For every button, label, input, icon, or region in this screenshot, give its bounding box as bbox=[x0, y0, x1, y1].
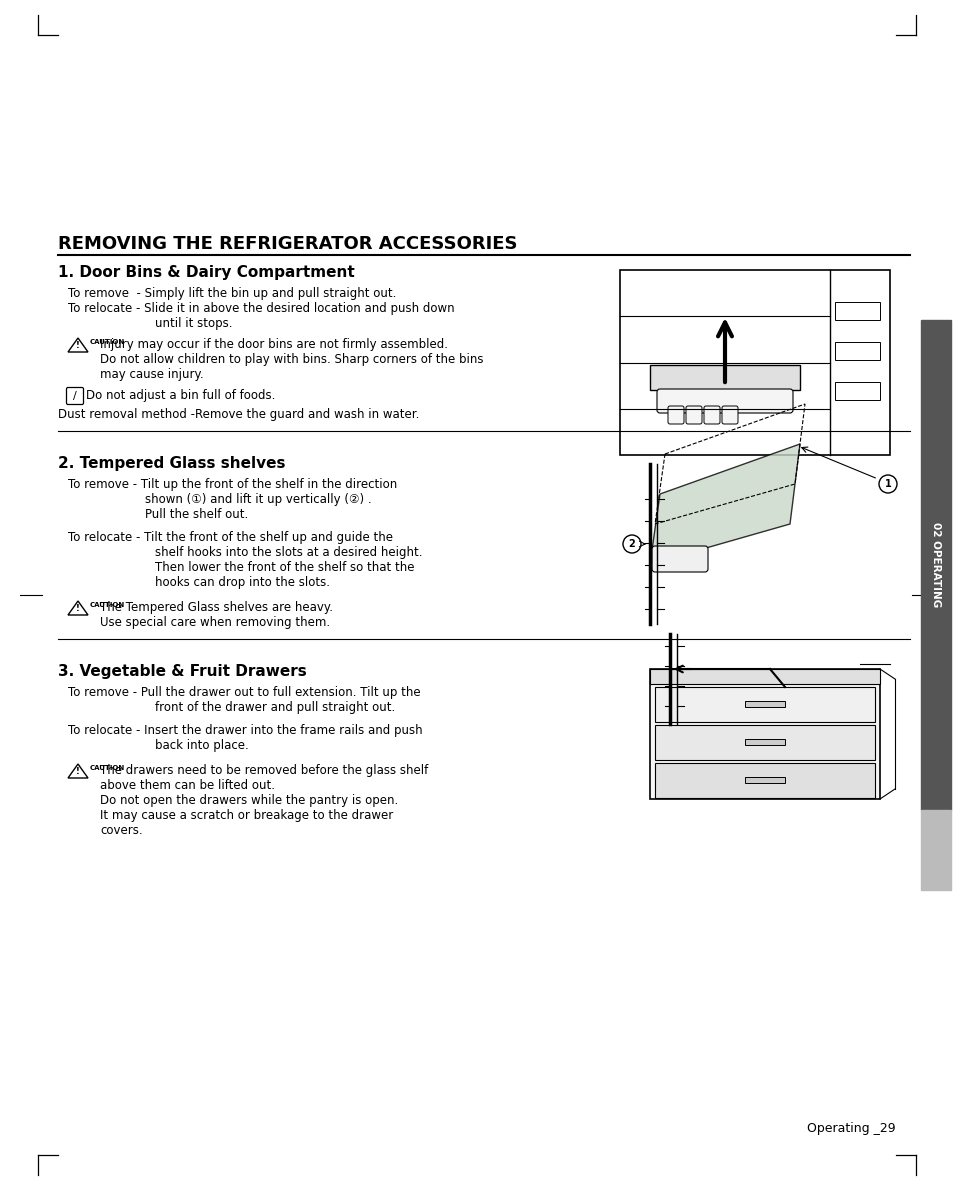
Text: Then lower the front of the shelf so that the: Then lower the front of the shelf so tha… bbox=[154, 560, 414, 574]
Text: back into place.: back into place. bbox=[154, 739, 249, 752]
Text: Injury may occur if the door bins are not firmly assembled.: Injury may occur if the door bins are no… bbox=[100, 338, 448, 351]
Text: CAUTION: CAUTION bbox=[90, 765, 125, 771]
Text: 1: 1 bbox=[883, 480, 890, 489]
Bar bbox=[834, 302, 879, 320]
Bar bbox=[655, 763, 874, 798]
Bar bbox=[920, 810, 950, 890]
Text: The Tempered Glass shelves are heavy.: The Tempered Glass shelves are heavy. bbox=[100, 601, 333, 614]
Text: Use special care when removing them.: Use special care when removing them. bbox=[100, 616, 330, 630]
Text: CAUTION: CAUTION bbox=[90, 602, 125, 608]
Text: shown (①) and lift it up vertically (②) .: shown (①) and lift it up vertically (②) … bbox=[145, 493, 372, 506]
Text: !: ! bbox=[76, 605, 80, 613]
FancyBboxPatch shape bbox=[703, 406, 720, 424]
Polygon shape bbox=[649, 444, 800, 564]
Text: front of the drawer and pull straight out.: front of the drawer and pull straight ou… bbox=[154, 701, 395, 714]
Text: above them can be lifted out.: above them can be lifted out. bbox=[100, 779, 274, 793]
Text: until it stops.: until it stops. bbox=[154, 317, 233, 330]
Text: shelf hooks into the slots at a desired height.: shelf hooks into the slots at a desired … bbox=[154, 546, 422, 559]
FancyBboxPatch shape bbox=[667, 406, 683, 424]
Bar bbox=[834, 342, 879, 361]
FancyBboxPatch shape bbox=[721, 406, 738, 424]
Text: !: ! bbox=[76, 342, 80, 350]
Text: /: / bbox=[73, 392, 77, 401]
Text: CAUTION: CAUTION bbox=[90, 339, 125, 345]
Text: To relocate - Tilt the front of the shelf up and guide the: To relocate - Tilt the front of the shel… bbox=[68, 531, 393, 544]
Text: 1. Door Bins & Dairy Compartment: 1. Door Bins & Dairy Compartment bbox=[58, 265, 355, 280]
Text: covers.: covers. bbox=[100, 823, 143, 837]
Text: Do not allow children to play with bins. Sharp corners of the bins: Do not allow children to play with bins.… bbox=[100, 353, 483, 367]
Text: Operating _29: Operating _29 bbox=[806, 1122, 895, 1135]
Bar bbox=[649, 365, 800, 390]
Text: !: ! bbox=[76, 768, 80, 776]
FancyBboxPatch shape bbox=[651, 546, 707, 572]
Text: To remove  - Simply lift the bin up and pull straight out.: To remove - Simply lift the bin up and p… bbox=[68, 287, 395, 300]
Bar bbox=[655, 725, 874, 760]
Bar bbox=[619, 270, 889, 455]
Text: 2: 2 bbox=[628, 539, 635, 549]
Bar bbox=[744, 777, 784, 783]
Bar bbox=[744, 701, 784, 707]
Text: The drawers need to be removed before the glass shelf: The drawers need to be removed before th… bbox=[100, 764, 428, 777]
Text: may cause injury.: may cause injury. bbox=[100, 368, 203, 381]
Text: It may cause a scratch or breakage to the drawer: It may cause a scratch or breakage to th… bbox=[100, 809, 393, 822]
Bar bbox=[920, 320, 950, 810]
Bar bbox=[649, 669, 879, 798]
FancyBboxPatch shape bbox=[685, 406, 701, 424]
Text: 02 OPERATING: 02 OPERATING bbox=[930, 522, 940, 608]
Bar bbox=[834, 382, 879, 400]
Text: To remove - Pull the drawer out to full extension. Tilt up the: To remove - Pull the drawer out to full … bbox=[68, 685, 420, 699]
Bar bbox=[649, 669, 879, 684]
Text: 2. Tempered Glass shelves: 2. Tempered Glass shelves bbox=[58, 456, 285, 471]
Text: Do not open the drawers while the pantry is open.: Do not open the drawers while the pantry… bbox=[100, 794, 397, 807]
FancyBboxPatch shape bbox=[657, 389, 792, 413]
Text: hooks can drop into the slots.: hooks can drop into the slots. bbox=[154, 576, 330, 589]
Text: Dust removal method -Remove the guard and wash in water.: Dust removal method -Remove the guard an… bbox=[58, 408, 419, 421]
Text: 3. Vegetable & Fruit Drawers: 3. Vegetable & Fruit Drawers bbox=[58, 664, 307, 679]
FancyBboxPatch shape bbox=[67, 388, 84, 405]
Text: Pull the shelf out.: Pull the shelf out. bbox=[145, 508, 248, 521]
Bar bbox=[744, 739, 784, 745]
Bar bbox=[655, 687, 874, 722]
Text: To remove - Tilt up the front of the shelf in the direction: To remove - Tilt up the front of the she… bbox=[68, 478, 396, 491]
Text: REMOVING THE REFRIGERATOR ACCESSORIES: REMOVING THE REFRIGERATOR ACCESSORIES bbox=[58, 234, 517, 253]
Text: To relocate - Slide it in above the desired location and push down: To relocate - Slide it in above the desi… bbox=[68, 302, 455, 315]
Text: Do not adjust a bin full of foods.: Do not adjust a bin full of foods. bbox=[86, 389, 275, 402]
Text: To relocate - Insert the drawer into the frame rails and push: To relocate - Insert the drawer into the… bbox=[68, 724, 422, 737]
